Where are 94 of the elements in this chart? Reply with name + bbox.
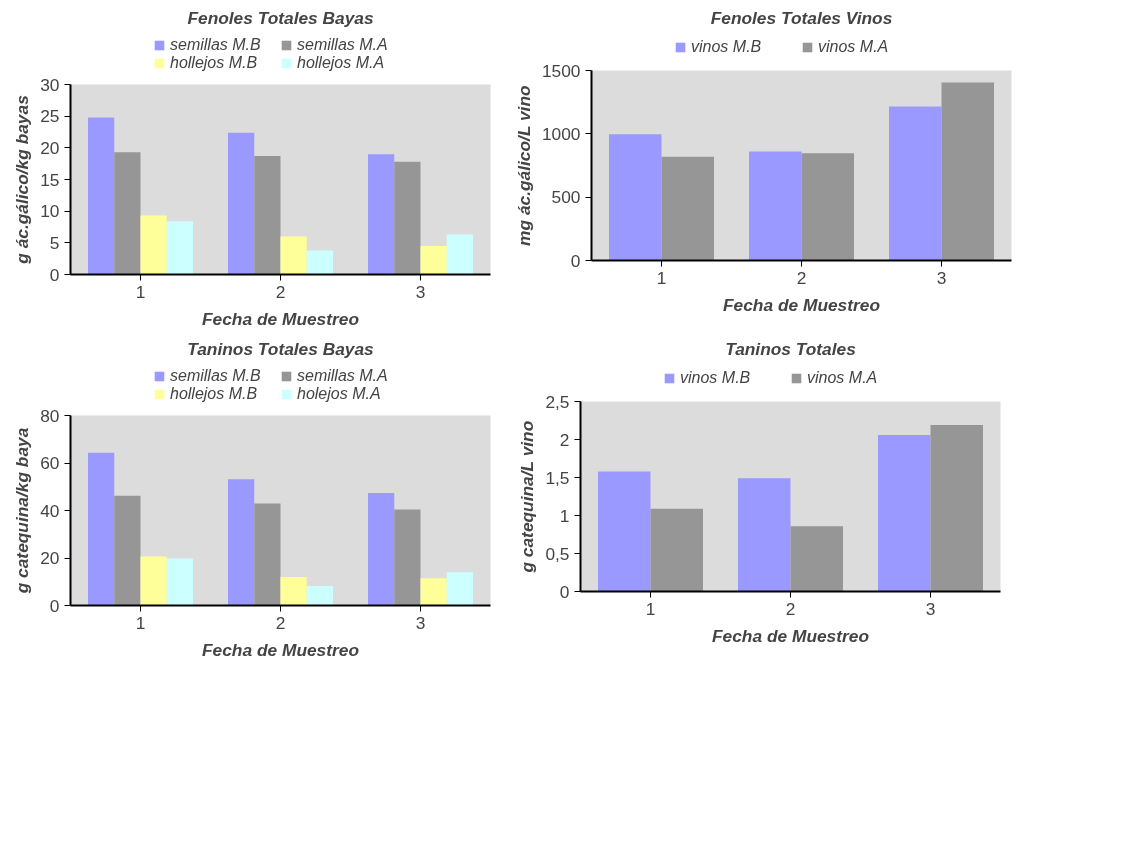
x-tick-label: 3 [415, 612, 426, 633]
legend-label: holejos M.A [297, 385, 382, 403]
bar [749, 151, 802, 261]
chart-title: Fenoles Totales Bayas [187, 7, 374, 28]
y-tick-label: 0 [559, 581, 570, 602]
legend-label: semillas M.B [170, 367, 262, 385]
bar [280, 577, 307, 606]
chart-title: Taninos Totales [725, 338, 857, 359]
bar [306, 250, 333, 275]
bar [166, 221, 193, 275]
bar [88, 452, 115, 606]
legend-label: vinos M.A [807, 369, 879, 387]
legend-label: hollejos M.A [297, 54, 386, 72]
legend-label: semillas M.B [170, 36, 262, 54]
legend-label: semillas M.A [297, 36, 389, 54]
x-tick-label: 1 [656, 267, 667, 288]
y-tick-label: 5 [49, 232, 60, 253]
x-axis-title: Fecha de Muestreo [723, 294, 881, 315]
legend-label: vinos M.B [680, 369, 752, 387]
x-tick-label: 1 [645, 598, 656, 619]
bar [140, 556, 167, 606]
bar [368, 154, 395, 275]
y-tick-label: 0 [49, 595, 60, 616]
legend-label: vinos M.A [818, 38, 890, 56]
x-tick-label: 3 [415, 281, 426, 302]
y-tick-label: 30 [40, 74, 60, 95]
bar [280, 236, 307, 275]
bar [114, 495, 141, 606]
x-tick-label: 2 [785, 598, 796, 619]
y-tick-label: 25 [40, 106, 60, 127]
y-axis-title: mg ác.gálico/L vino [513, 85, 534, 246]
bar [228, 132, 255, 275]
legend-label: vinos M.B [691, 38, 763, 56]
bar [114, 152, 141, 275]
bar [394, 509, 421, 606]
y-tick-label: 1000 [541, 123, 581, 144]
legend-label: hollejos M.B [170, 385, 259, 403]
bar [790, 526, 843, 592]
y-tick-label: 500 [551, 187, 581, 208]
y-tick-label: 40 [40, 500, 60, 521]
bar [420, 246, 447, 275]
bar [650, 508, 703, 592]
bar [609, 134, 662, 261]
y-tick-label: 2 [559, 429, 570, 450]
y-tick-label: 1 [559, 505, 570, 526]
y-tick-label: 0,5 [545, 543, 570, 564]
bar [930, 425, 983, 592]
x-tick-label: 1 [135, 612, 146, 633]
x-axis-title: Fecha de Muestreo [202, 308, 360, 329]
x-axis-title: Fecha de Muestreo [202, 639, 360, 660]
bar [368, 492, 395, 606]
x-tick-label: 1 [135, 281, 146, 302]
y-tick-label: 1500 [541, 60, 581, 81]
x-tick-label: 2 [796, 267, 807, 288]
y-tick-label: 15 [40, 169, 60, 190]
bar [446, 234, 473, 275]
bar [889, 106, 942, 261]
x-tick-label: 3 [925, 598, 936, 619]
y-tick-label: 0 [570, 250, 581, 271]
bar [801, 153, 854, 261]
x-tick-label: 2 [275, 281, 286, 302]
y-tick-label: 20 [40, 137, 60, 158]
y-axis-title: g catequina/kg baya [12, 427, 33, 595]
legend-label: semillas M.A [297, 367, 389, 385]
bar [88, 117, 115, 275]
legend-label: hollejos M.B [170, 54, 259, 72]
bar [661, 156, 714, 261]
y-tick-label: 0 [49, 264, 60, 285]
x-axis-title: Fecha de Muestreo [712, 625, 870, 646]
bar [738, 478, 791, 592]
chart-title: Taninos Totales Bayas [187, 338, 375, 359]
y-tick-label: 10 [40, 201, 60, 222]
x-tick-label: 2 [275, 612, 286, 633]
bar [878, 434, 931, 592]
bar [254, 503, 281, 606]
bar [254, 156, 281, 275]
y-tick-label: 80 [40, 405, 60, 426]
x-tick-label: 3 [936, 267, 947, 288]
y-axis-title: g ác.gálico/kg bayas [12, 94, 33, 265]
bar [420, 578, 447, 606]
chart-title: Fenoles Totales Vinos [710, 7, 893, 28]
y-tick-label: 1,5 [545, 467, 570, 488]
bar [446, 572, 473, 606]
bar [228, 479, 255, 606]
bar [598, 471, 651, 592]
bar [394, 161, 421, 275]
bar [140, 215, 167, 275]
y-axis-title: g catequina/L vino [517, 420, 538, 574]
y-tick-label: 2,5 [545, 391, 570, 412]
y-tick-label: 20 [40, 548, 60, 568]
y-tick-label: 60 [40, 453, 60, 473]
bar [941, 82, 994, 261]
bar [166, 558, 193, 606]
bar [306, 586, 333, 606]
